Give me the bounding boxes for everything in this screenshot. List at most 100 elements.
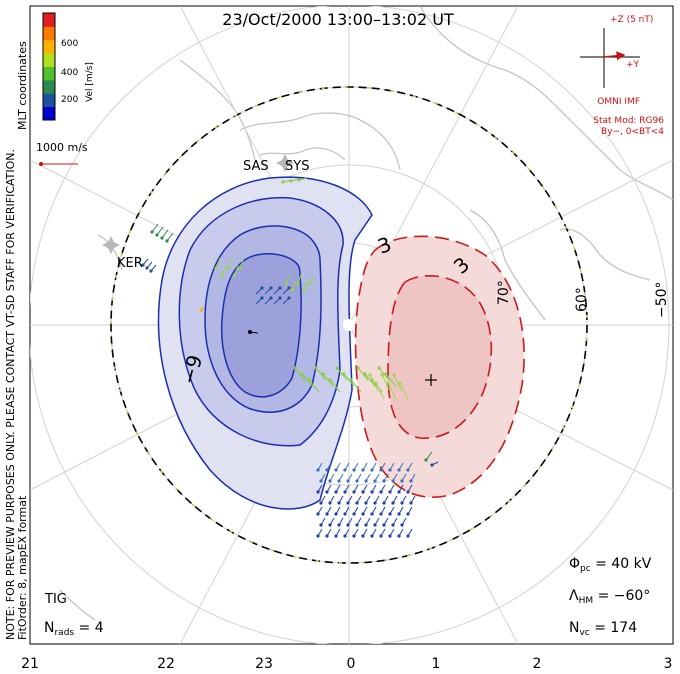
vector-origin	[400, 523, 404, 527]
vector-line	[161, 229, 169, 239]
station-label-sys: SYS	[285, 159, 309, 174]
vector-origin	[296, 282, 300, 286]
station-label-sas: SAS	[243, 159, 269, 174]
vector-origin	[334, 534, 338, 538]
vector-origin	[269, 286, 273, 290]
imf-scale-label: +Z (5 nT)	[610, 15, 653, 25]
color-bar-label: Vel [m/s]	[85, 62, 95, 102]
vector-line	[315, 367, 327, 381]
vector-origin	[379, 490, 383, 494]
vector-origin	[328, 523, 332, 527]
vector-origin	[346, 501, 350, 505]
mlt-label-1: 1	[432, 656, 441, 672]
vector-line	[336, 367, 348, 381]
vector-origin	[281, 180, 285, 184]
mlt-label-22: 22	[157, 656, 175, 672]
vector-origin	[374, 381, 378, 385]
vector-origin	[364, 479, 368, 483]
station-markers	[102, 154, 294, 254]
vector-scale-arrow	[39, 162, 78, 166]
vector-origin	[316, 490, 320, 494]
vector-origin	[361, 534, 365, 538]
vector-origin	[379, 468, 383, 472]
vector-origin	[165, 239, 169, 243]
vector-origin	[269, 296, 273, 300]
vector-origin	[370, 468, 374, 472]
vector-origin	[397, 468, 401, 472]
vector-origin	[370, 534, 374, 538]
vector-origin	[343, 534, 347, 538]
vector-origin	[352, 512, 356, 516]
vector-origin	[361, 512, 365, 516]
vector-origin	[150, 230, 154, 234]
vector-origin	[319, 523, 323, 527]
vector-line	[350, 379, 362, 393]
neg-contour-4	[220, 253, 302, 398]
vector-line	[364, 373, 376, 387]
hm-boundary-latitude: ΛHM = −60°	[569, 588, 650, 606]
vector-origin	[386, 381, 390, 385]
vector-line	[294, 367, 306, 381]
vector-line	[322, 373, 334, 387]
vector-origin	[409, 479, 413, 483]
vector-origin	[238, 266, 242, 270]
vector-origin	[397, 512, 401, 516]
vector-origin	[316, 534, 320, 538]
vector-origin	[145, 266, 149, 270]
vector-origin	[391, 501, 395, 505]
imf-model: Stat Mod: RG96	[593, 116, 664, 126]
vector-line	[378, 367, 390, 381]
vector-origin	[355, 501, 359, 505]
vector-origin	[307, 378, 311, 382]
vector-origin	[346, 479, 350, 483]
vector-scale-label: 1000 m/s	[36, 141, 88, 154]
station-label-ker: KER	[117, 256, 143, 271]
vector-origin	[388, 534, 392, 538]
vector-origin	[352, 490, 356, 494]
vector-line	[308, 379, 320, 393]
vector-origin	[355, 523, 359, 527]
vector-origin	[379, 512, 383, 516]
vector-origin	[349, 378, 353, 382]
vector-origin	[406, 490, 410, 494]
vector-origin	[368, 373, 372, 377]
vector-line	[385, 373, 397, 387]
coordinates-text: MLT coordinates	[16, 41, 29, 130]
imf-source: OMNI IMF	[597, 97, 640, 107]
vector-origin	[300, 372, 304, 376]
vector-origin	[314, 366, 318, 370]
vector-origin	[337, 501, 341, 505]
vector-origin	[382, 523, 386, 527]
vector-line	[357, 367, 369, 381]
heppner-maynard-boundary	[110, 86, 588, 564]
vector-origin	[149, 269, 153, 273]
vector-origin	[297, 178, 301, 182]
color-bar-segment	[43, 13, 55, 27]
vector-origin	[406, 512, 410, 516]
vector-origin	[321, 372, 325, 376]
mlt-label-21: 21	[21, 656, 39, 672]
vector-line	[329, 379, 341, 393]
latitude-label-60: 60°	[574, 287, 590, 312]
vector-line	[425, 451, 433, 461]
vector-origin	[397, 534, 401, 538]
pos-contour-inner	[387, 275, 493, 439]
map-layer: −9 3 3 SAS SYS KER TIG 70° 60° −50°	[30, 6, 673, 644]
vector-origin	[356, 366, 360, 370]
vector-origin	[260, 296, 264, 300]
vector-origin	[430, 463, 434, 467]
vector-origin	[373, 523, 377, 527]
vector-origin	[337, 479, 341, 483]
vector-origin	[343, 490, 347, 494]
vector-origin	[293, 366, 297, 370]
vector-origin	[377, 366, 381, 370]
fit-order-text: FitOrder: 8, mapEX format	[16, 495, 29, 640]
vector-origin	[388, 490, 392, 494]
vector-origin	[337, 523, 341, 527]
mlt-label-2: 2	[533, 656, 542, 672]
vector-line	[393, 374, 403, 392]
velocity-color-bar	[42, 12, 56, 121]
vector-line	[343, 373, 355, 387]
vector-origin	[370, 490, 374, 494]
